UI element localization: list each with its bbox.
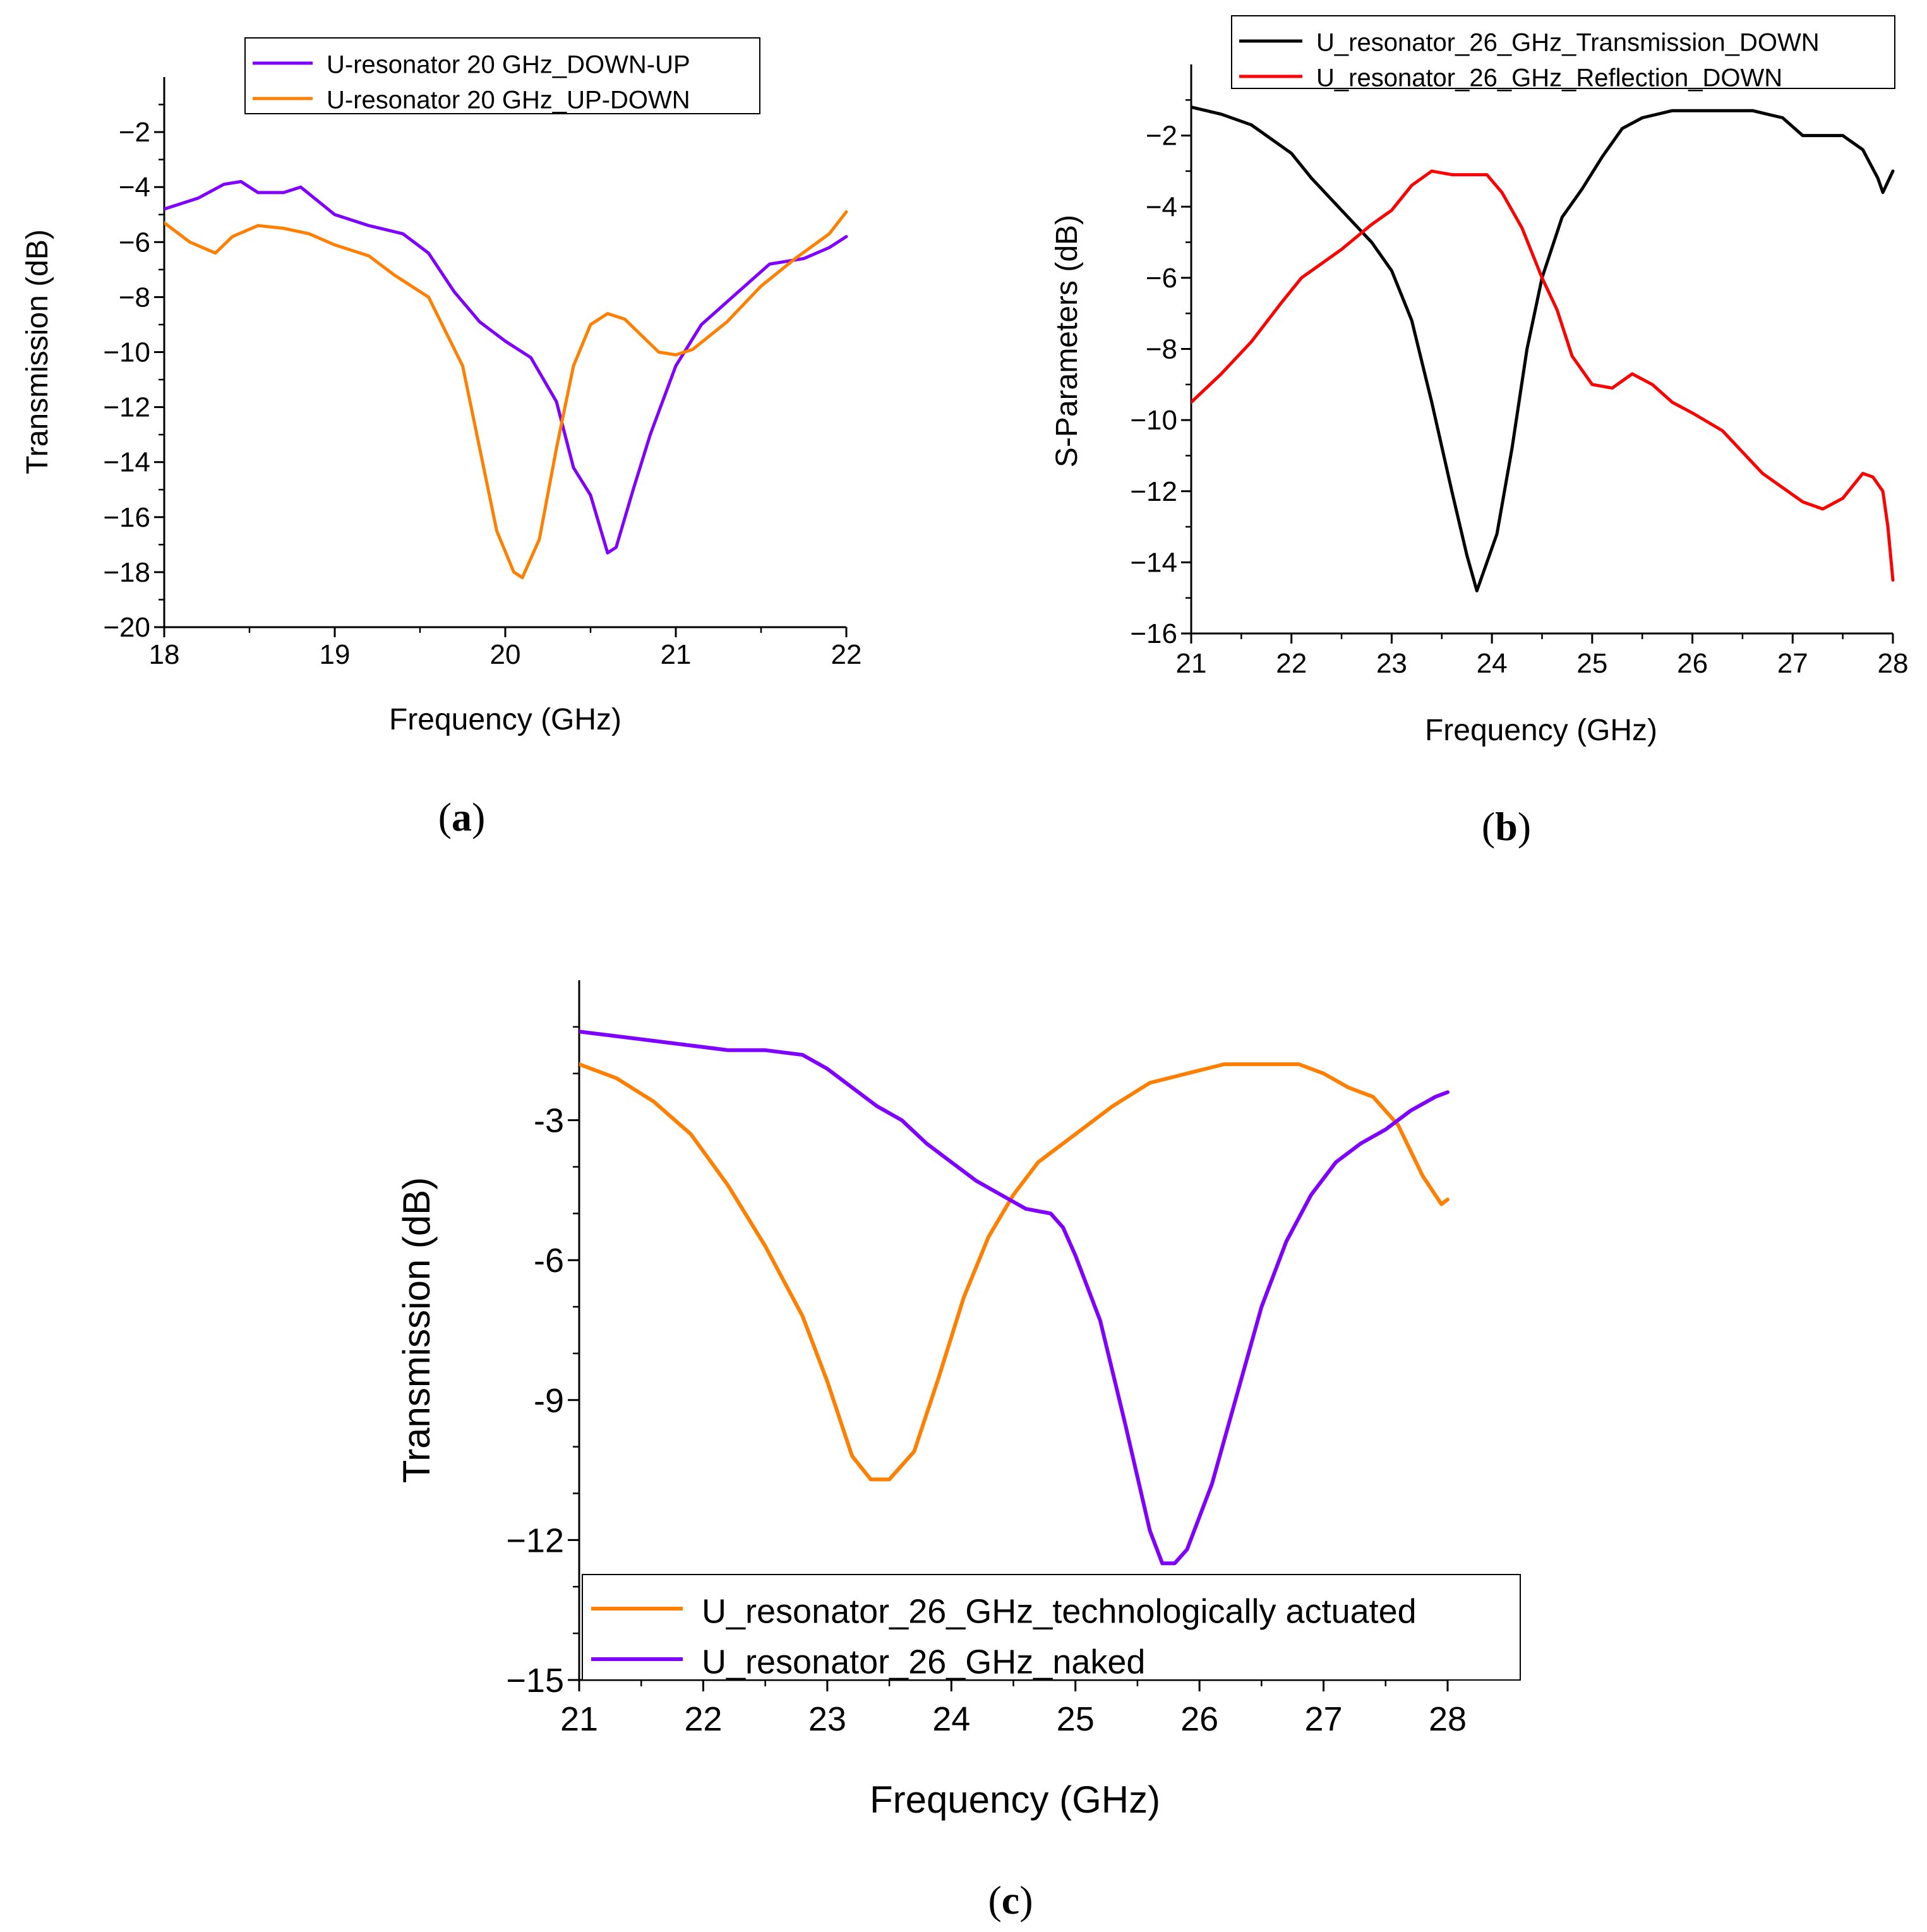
y-tick-label: −10 xyxy=(1130,405,1177,436)
panel-label-close: ) xyxy=(1518,804,1531,849)
legend-label-1: U_resonator_26_GHz_Transmission_DOWN xyxy=(1316,29,1820,57)
y-axis-title: Transmission (dB) xyxy=(21,229,54,474)
chart-a: 18 19 20 21 22 −20 −18 −16 −14 −12 −10 −8 −6 −4 −2 Freq… xyxy=(21,37,862,839)
legend-box xyxy=(1231,15,1895,89)
y-tick-label: −12 xyxy=(506,1521,564,1559)
y-tick-label: −6 xyxy=(1146,263,1177,294)
x-tick-label: 22 xyxy=(684,1700,722,1738)
y-tick-label: −12 xyxy=(103,392,150,423)
y-tick-label: −15 xyxy=(506,1662,564,1700)
panel-label-letter: b xyxy=(1495,804,1518,849)
series-line-1 xyxy=(164,180,848,555)
panel-label-close: ) xyxy=(472,795,485,839)
x-tick-label: 25 xyxy=(1057,1700,1095,1738)
y-tick-label: −14 xyxy=(103,447,150,478)
y-tick-label: −4 xyxy=(119,172,150,203)
panel-label: (b) xyxy=(1482,804,1531,849)
y-tick-label: −8 xyxy=(119,282,150,313)
x-axis-title: Frequency (GHz) xyxy=(1425,714,1657,747)
y-tick-label: −4 xyxy=(1146,191,1177,222)
y-tick-label: −12 xyxy=(1130,476,1177,507)
x-tick-label: 28 xyxy=(1878,648,1909,679)
x-tick-label: 21 xyxy=(1176,648,1207,679)
y-tick-label: -3 xyxy=(534,1102,564,1140)
y-axis-title: Transmission (dB) xyxy=(395,1177,438,1484)
x-tick-label: 21 xyxy=(661,639,692,670)
y-tick-label: −14 xyxy=(1130,547,1177,578)
y-tick-label: -6 xyxy=(534,1242,564,1280)
x-tick-label: 27 xyxy=(1777,648,1808,679)
series-line-2 xyxy=(1191,169,1895,582)
y-tick-label: -9 xyxy=(534,1382,564,1420)
series-line-2 xyxy=(579,1029,1450,1566)
legend-label-2: U-resonator 20 GHz_UP-DOWN xyxy=(327,87,690,114)
legend-label-2: U_resonator_26_GHz_naked xyxy=(702,1643,1145,1681)
legend-label-1: U-resonator 20 GHz_DOWN-UP xyxy=(327,51,690,79)
x-tick-label: 22 xyxy=(1276,648,1307,679)
x-tick-label: 21 xyxy=(560,1700,598,1738)
x-tick-label: 23 xyxy=(1376,648,1407,679)
y-tick-label: −16 xyxy=(1130,618,1177,649)
x-tick-label: 18 xyxy=(149,639,180,670)
series-line-2 xyxy=(164,210,848,580)
panel-label-open: ( xyxy=(438,795,452,839)
y-tick-label: −10 xyxy=(103,337,150,368)
x-axis-title: Frequency (GHz) xyxy=(870,1779,1160,1821)
y-tick-label: −6 xyxy=(119,227,150,258)
panel-label-letter: c xyxy=(1002,1878,1019,1923)
y-axis-title: S-Parameters (dB) xyxy=(1050,215,1084,467)
legend-label-2: U_resonator_26_GHz_Reflection_DOWN xyxy=(1316,64,1782,92)
panel-label: (a) xyxy=(438,795,486,839)
y-tick-label: −2 xyxy=(1146,121,1177,152)
legend-label-1: U_resonator_26_GHz_technologically actua… xyxy=(702,1592,1417,1630)
panel-label-close: ) xyxy=(1019,1878,1033,1923)
chart-c: 21 22 23 24 25 26 27 28 −15 −12 -9 -6 -3 Frequency (G… xyxy=(395,980,1521,1923)
y-tick-label: −2 xyxy=(119,117,150,148)
chart-b: 21 22 23 24 25 26 27 28 −16 −14 −12 −10 −8 −6 −4 −2 Freq… xyxy=(1050,15,1909,849)
x-tick-label: 22 xyxy=(831,639,862,670)
x-tick-label: 28 xyxy=(1429,1700,1467,1738)
series-line-1 xyxy=(579,1062,1450,1482)
x-axis-title: Frequency (GHz) xyxy=(389,703,621,736)
x-tick-label: 19 xyxy=(320,639,351,670)
panel-label-open: ( xyxy=(988,1878,1001,1923)
panel-label-letter: a xyxy=(452,795,472,839)
y-tick-label: −18 xyxy=(103,557,150,588)
x-tick-label: 26 xyxy=(1677,648,1708,679)
x-tick-label: 20 xyxy=(490,639,521,670)
panel-label-open: ( xyxy=(1482,804,1495,849)
x-tick-label: 26 xyxy=(1180,1700,1218,1738)
y-tick-label: −16 xyxy=(103,502,150,533)
x-tick-label: 23 xyxy=(808,1700,846,1738)
y-tick-label: −8 xyxy=(1146,334,1177,365)
x-tick-label: 25 xyxy=(1576,648,1607,679)
x-tick-label: 24 xyxy=(1477,648,1508,679)
legend-box xyxy=(582,1574,1521,1681)
legend-box xyxy=(244,37,760,114)
panel-label: (c) xyxy=(988,1878,1033,1923)
y-tick-label: −20 xyxy=(103,612,150,643)
x-tick-label: 24 xyxy=(932,1700,970,1738)
x-tick-label: 27 xyxy=(1305,1700,1343,1738)
